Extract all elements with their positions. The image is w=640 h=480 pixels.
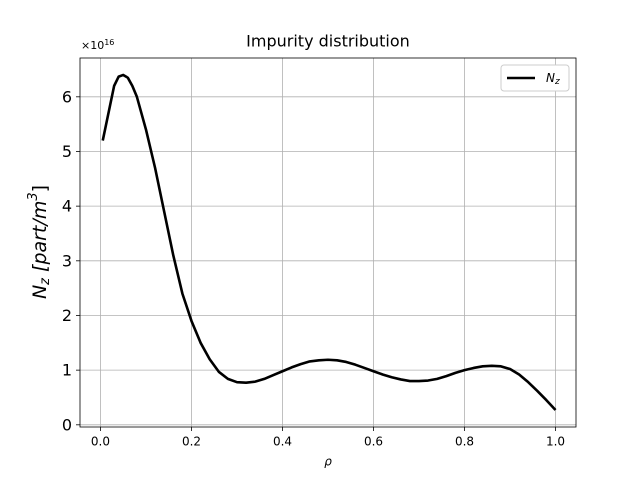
y-label-main: N: [29, 285, 51, 299]
x-tick-label: 0.8: [455, 435, 474, 449]
y-tick-label: 3: [62, 251, 72, 270]
legend-name: N: [546, 71, 555, 85]
y-tick-label: 0: [62, 415, 72, 434]
chart-title: Impurity distribution: [246, 32, 410, 51]
y-label-sub: z: [38, 277, 53, 286]
y-offset-base: ×10: [81, 39, 104, 52]
y-offset-text: ×1016: [81, 38, 114, 53]
x-tick-label: 1.0: [546, 435, 565, 449]
y-label-mid: [part/m: [29, 201, 51, 278]
legend-name-sub: z: [554, 77, 560, 87]
axes-frame: [79, 57, 577, 428]
y-label-sup: 3: [26, 192, 41, 200]
y-tick-label: 5: [62, 142, 72, 161]
y-tick-label: 1: [62, 361, 72, 380]
x-axis-label: ρ: [324, 455, 332, 469]
y-tick-label: 2: [62, 306, 72, 325]
x-tick-label: 0.4: [273, 435, 292, 449]
y-axis-label: Nz [part/m3]: [26, 185, 53, 299]
y-tick-label: 4: [62, 197, 72, 216]
legend-label: Nz: [546, 71, 560, 87]
y-label-end: ]: [29, 185, 51, 192]
x-tick-label: 0.6: [364, 435, 383, 449]
y-offset-exponent: 16: [104, 38, 114, 47]
data-line: [101, 73, 557, 411]
y-tick-label: 6: [62, 87, 72, 106]
x-tick-label: 0.0: [91, 435, 110, 449]
x-tick-label: 0.2: [182, 435, 201, 449]
